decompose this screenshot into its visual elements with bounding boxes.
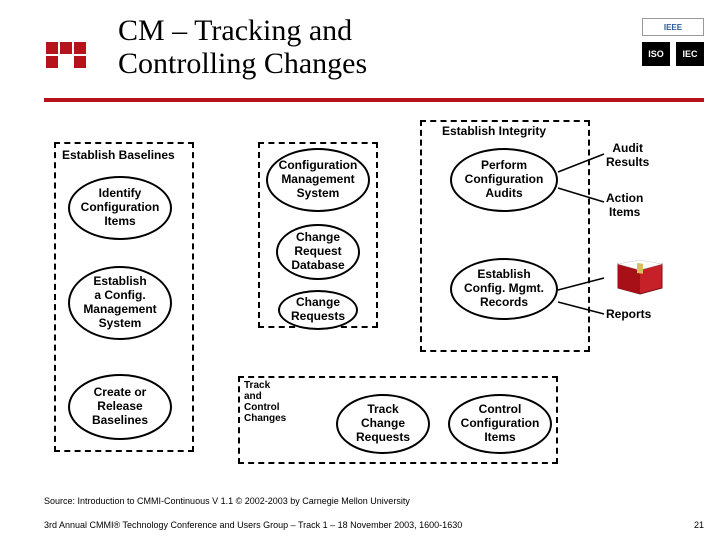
ieee-logo: IEEE xyxy=(642,18,704,36)
slide-title: CM – Tracking and Controlling Changes xyxy=(118,14,367,80)
label-reports: Reports xyxy=(606,308,651,322)
source-citation: Source: Introduction to CMMI-Continuous … xyxy=(44,496,410,506)
page-number: 21 xyxy=(694,520,704,530)
oval-crdb: Change Request Database xyxy=(276,224,360,280)
oval-audits: Perform Configuration Audits xyxy=(450,148,558,212)
header-rule xyxy=(44,98,704,102)
partner-logos: IEEE ISO IEC xyxy=(642,18,704,66)
csc-logo xyxy=(46,42,102,79)
title-line-1: CM – Tracking and xyxy=(118,14,352,47)
diagram: Establish Baselines Establish Integrity … xyxy=(44,118,676,478)
group-integrity-label: Establish Integrity xyxy=(442,124,546,138)
book-icon xyxy=(616,258,666,301)
oval-creq: Change Requests xyxy=(278,290,358,330)
footer-left: 3rd Annual CMMI® Technology Conference a… xyxy=(44,520,462,530)
label-audit-results: Audit Results xyxy=(606,142,649,170)
oval-records: Establish Config. Mgmt. Records xyxy=(450,258,558,320)
oval-control: Control Configuration Items xyxy=(448,394,552,454)
oval-release: Create or Release Baselines xyxy=(68,374,172,440)
iso-logo: ISO xyxy=(642,42,670,66)
oval-establish: Establish a Config. Management System xyxy=(68,266,172,340)
group-track-label: Track and Control Changes xyxy=(244,380,286,424)
slide-header: CM – Tracking and Controlling Changes IE… xyxy=(0,8,720,96)
oval-identify: Identify Configuration Items xyxy=(68,176,172,240)
label-action-items: Action Items xyxy=(606,192,643,220)
oval-cms: Configuration Management System xyxy=(266,148,370,212)
slide: CM – Tracking and Controlling Changes IE… xyxy=(0,0,720,540)
group-baselines-label: Establish Baselines xyxy=(62,148,175,162)
oval-trackcr: Track Change Requests xyxy=(336,394,430,454)
iec-logo: IEC xyxy=(676,42,704,66)
title-line-2: Controlling Changes xyxy=(118,47,367,80)
slide-footer: 3rd Annual CMMI® Technology Conference a… xyxy=(44,520,704,530)
